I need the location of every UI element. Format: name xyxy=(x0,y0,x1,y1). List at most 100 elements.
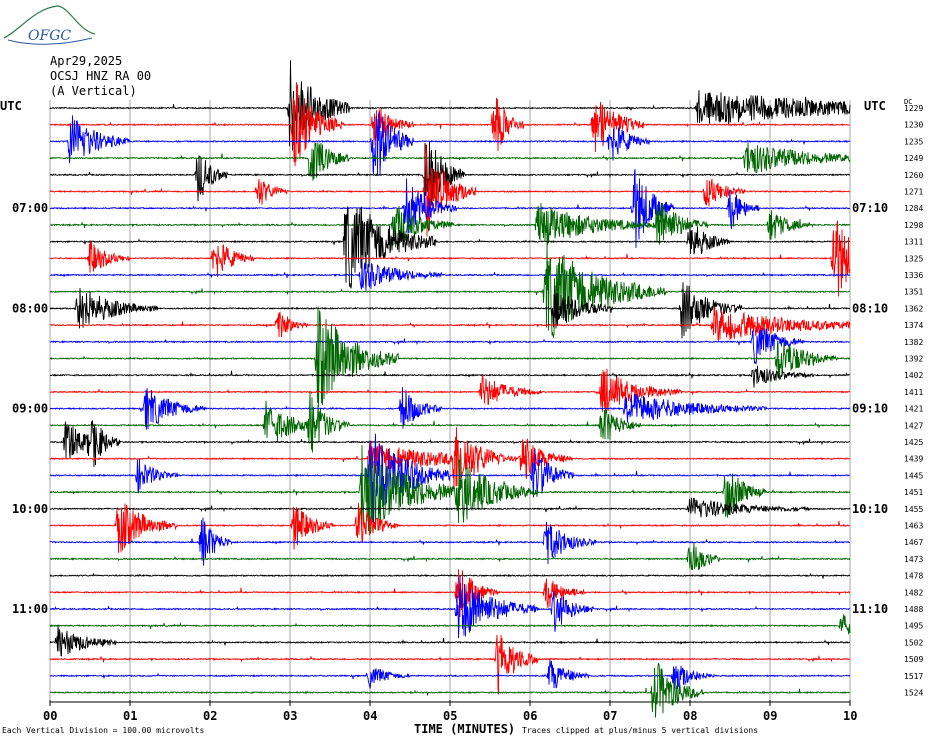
logo-underline xyxy=(7,37,93,45)
trace-row-2 xyxy=(49,111,851,175)
left-hour-label: 10:00 xyxy=(12,502,48,516)
left-hour-label: 08:00 xyxy=(12,301,48,315)
x-tick-label: 01 xyxy=(123,709,137,723)
x-tick-label: 00 xyxy=(43,709,57,723)
logo-swoosh xyxy=(3,5,96,39)
trace-row-14 xyxy=(49,327,851,365)
left-tz-label: UTC xyxy=(0,99,22,113)
dc-offset-label: 1439 xyxy=(904,455,923,464)
left-hour-label: 09:00 xyxy=(12,402,48,416)
dc-offset-label: 1402 xyxy=(904,371,923,380)
logo-text: OFGC xyxy=(28,28,71,44)
trace-row-6 xyxy=(49,169,851,248)
x-tick-label: 10 xyxy=(843,709,857,723)
trace-row-15 xyxy=(49,306,851,407)
trace-row-0 xyxy=(49,60,851,151)
dc-offset-label: 1249 xyxy=(904,154,923,163)
trace-row-17 xyxy=(49,368,851,414)
dc-offset-label: 1298 xyxy=(904,221,923,230)
trace-row-18 xyxy=(49,387,851,430)
dc-offset-label: 1463 xyxy=(904,522,923,531)
left-hour-label: 07:00 xyxy=(12,201,48,215)
trace-row-1 xyxy=(49,82,851,167)
x-tick-label: 07 xyxy=(603,709,617,723)
dc-offset-label: 1235 xyxy=(904,137,923,146)
trace-row-10 xyxy=(49,259,851,291)
trace-row-26 xyxy=(49,517,851,566)
dc-offset-label: 1451 xyxy=(904,488,923,497)
dc-offset-label: 1325 xyxy=(904,254,923,263)
trace-row-3 xyxy=(49,142,851,181)
trace-row-9 xyxy=(49,220,851,297)
dc-offset-label: 1445 xyxy=(904,471,923,480)
trace-row-30 xyxy=(49,575,851,639)
dc-offset-label: 1374 xyxy=(904,321,923,330)
right-tz-label: UTC xyxy=(864,99,886,113)
dc-label: DC xyxy=(904,98,912,106)
trace-row-33 xyxy=(49,634,851,695)
trace-row-35 xyxy=(49,662,851,718)
x-tick-label: 06 xyxy=(523,709,537,723)
trace-row-25 xyxy=(49,502,851,553)
dc-offset-label: 1502 xyxy=(904,638,923,647)
x-axis-title: TIME (MINUTES) xyxy=(414,722,515,736)
left-hour-label: 11:00 xyxy=(12,602,48,616)
trace-row-22 xyxy=(49,433,851,524)
trace-row-16 xyxy=(49,365,851,388)
traces xyxy=(49,60,851,718)
right-hour-label: 11:10 xyxy=(852,602,888,616)
dc-offset-label: 1392 xyxy=(904,355,923,364)
dc-offset-label: 1421 xyxy=(904,405,923,414)
x-tick-label: 03 xyxy=(283,709,297,723)
header-date: Apr29,2025 xyxy=(50,54,123,68)
trace-row-4 xyxy=(49,140,851,211)
dc-offset-label: 1362 xyxy=(904,304,923,313)
trace-row-24 xyxy=(49,497,851,518)
ofgc-logo: OFGC xyxy=(3,5,96,45)
trace-row-19 xyxy=(49,391,851,453)
dc-offset-label: 1382 xyxy=(904,338,923,347)
dc-offset-label: 1260 xyxy=(904,171,923,180)
dc-offset-label: 1427 xyxy=(904,421,923,430)
dc-offset-label: 1271 xyxy=(904,188,923,197)
division-note: Each Vertical Division = 100.00 microvol… xyxy=(2,726,204,735)
dc-offset-label: 1495 xyxy=(904,622,923,631)
dc-offset-label: 1488 xyxy=(904,605,923,614)
right-hour-label: 09:10 xyxy=(852,402,888,416)
labels: 00 01 02 03 04 05 06 07 08 09 10 1229 1230 1235 1249 12… xyxy=(12,104,923,723)
dc-offset-label: 1425 xyxy=(904,438,923,447)
dc-offset-label: 1284 xyxy=(904,204,923,213)
trace-row-8 xyxy=(49,206,851,289)
trace-row-29 xyxy=(49,569,851,618)
x-tick-label: 09 xyxy=(763,709,777,723)
dc-offset-label: 1336 xyxy=(904,271,923,280)
x-tick-label: 05 xyxy=(443,709,457,723)
dc-offset-label: 1411 xyxy=(904,388,923,397)
dc-offset-label: 1517 xyxy=(904,672,923,681)
trace-row-21 xyxy=(49,427,851,489)
right-hour-label: 10:10 xyxy=(852,502,888,516)
trace-row-27 xyxy=(49,542,851,571)
dc-offset-label: 1467 xyxy=(904,538,923,547)
trace-row-12 xyxy=(49,282,851,339)
right-hour-label: 07:10 xyxy=(852,201,888,215)
trace-row-13 xyxy=(49,306,851,341)
x-tick-label: 02 xyxy=(203,709,217,723)
clip-note: Traces clipped at plus/minus 5 vertical … xyxy=(522,726,758,735)
trace-row-32 xyxy=(49,624,851,657)
dc-offset-label: 1482 xyxy=(904,588,923,597)
trace-row-34 xyxy=(50,659,851,690)
dc-offset-label: 1351 xyxy=(904,288,923,297)
header-component: (A Vertical) xyxy=(50,84,137,98)
x-tick-label: 08 xyxy=(683,709,697,723)
trace-row-31 xyxy=(49,614,851,636)
dc-offset-label: 1230 xyxy=(904,121,923,130)
trace-row-28 xyxy=(49,572,851,579)
trace-row-23 xyxy=(49,445,851,535)
dc-offset-label: 1473 xyxy=(904,555,923,564)
dc-offset-label: 1509 xyxy=(904,655,923,664)
dc-offset-label: 1455 xyxy=(904,505,923,514)
x-tick-label: 04 xyxy=(363,709,377,723)
dc-offset-label: 1524 xyxy=(904,689,923,698)
trace-row-11 xyxy=(49,241,851,338)
